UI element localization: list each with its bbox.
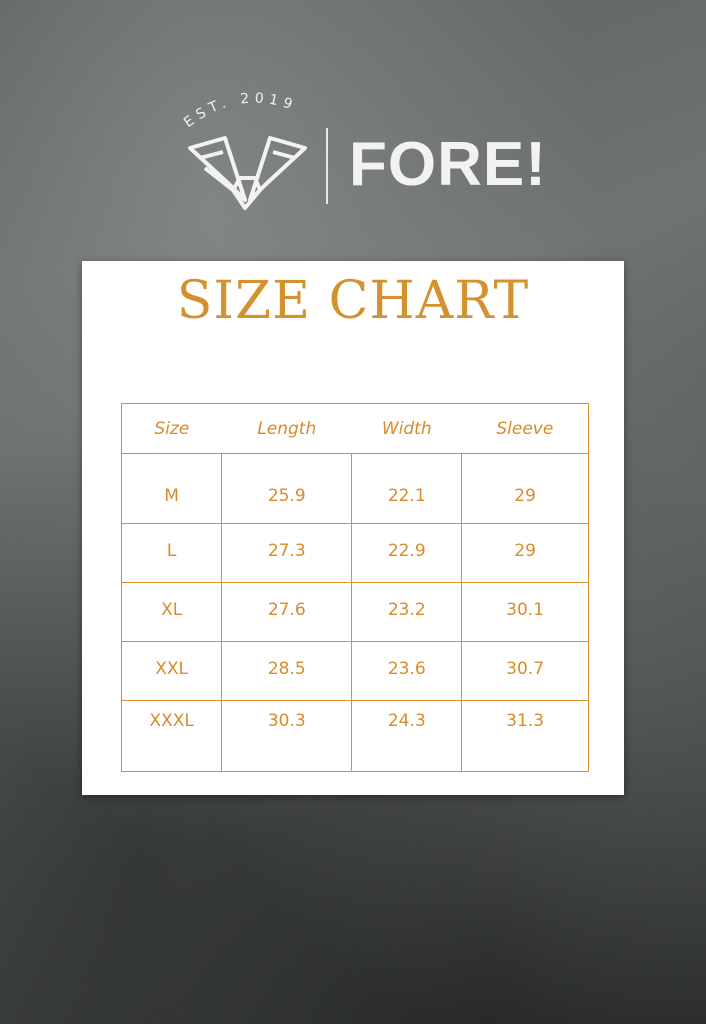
table-cell: 23.2 <box>351 582 463 642</box>
table-cell: L <box>120 523 223 583</box>
table-row: XXXL 30.3 24.3 31.3 <box>120 700 589 772</box>
header-size: Size <box>120 403 222 454</box>
table-cell: 31.3 <box>461 700 589 772</box>
size-chart-card: SIZE CHART Size Length Width Sleeve M 25.… <box>82 261 624 795</box>
table-cell: XL <box>120 582 223 642</box>
header-length: Length <box>221 403 352 454</box>
table-cell: 27.3 <box>221 523 353 583</box>
established-badge: EST. 2019 <box>181 90 299 131</box>
table-cell: 29 <box>461 453 589 524</box>
svg-text:EST. 2019: EST. 2019 <box>181 90 299 131</box>
brand-name: FORE! <box>349 130 547 199</box>
logo-divider <box>326 128 328 204</box>
table-cell: 30.3 <box>221 700 353 772</box>
table-cell: M <box>120 453 223 524</box>
table-row: M 25.9 22.1 29 <box>120 453 589 524</box>
header-sleeve: Sleeve <box>461 403 589 454</box>
table-cell: XXL <box>120 641 223 701</box>
table-header-row: Size Length Width Sleeve <box>120 403 589 454</box>
table-cell: 22.1 <box>351 453 463 524</box>
table-cell: 24.3 <box>351 700 463 772</box>
table-cell: 25.9 <box>221 453 353 524</box>
table-cell: 23.6 <box>351 641 463 701</box>
header-width: Width <box>351 403 462 454</box>
table-row: XL 27.6 23.2 30.1 <box>120 582 589 642</box>
wings-logo-icon <box>188 136 307 210</box>
table-row: L 27.3 22.9 29 <box>120 523 589 583</box>
table-cell: 28.5 <box>221 641 353 701</box>
page-title: SIZE CHART <box>176 271 530 331</box>
table-row: XXL 28.5 23.6 30.7 <box>120 641 589 701</box>
table-cell: 29 <box>461 523 589 583</box>
table-cell: 22.9 <box>351 523 463 583</box>
table-cell: 27.6 <box>221 582 353 642</box>
table-cell: XXXL <box>120 700 223 772</box>
size-table: Size Length Width Sleeve M 25.9 22.1 29 L 27.… <box>120 403 589 772</box>
table-cell: 30.1 <box>461 582 589 642</box>
table-cell: 30.7 <box>461 641 589 701</box>
